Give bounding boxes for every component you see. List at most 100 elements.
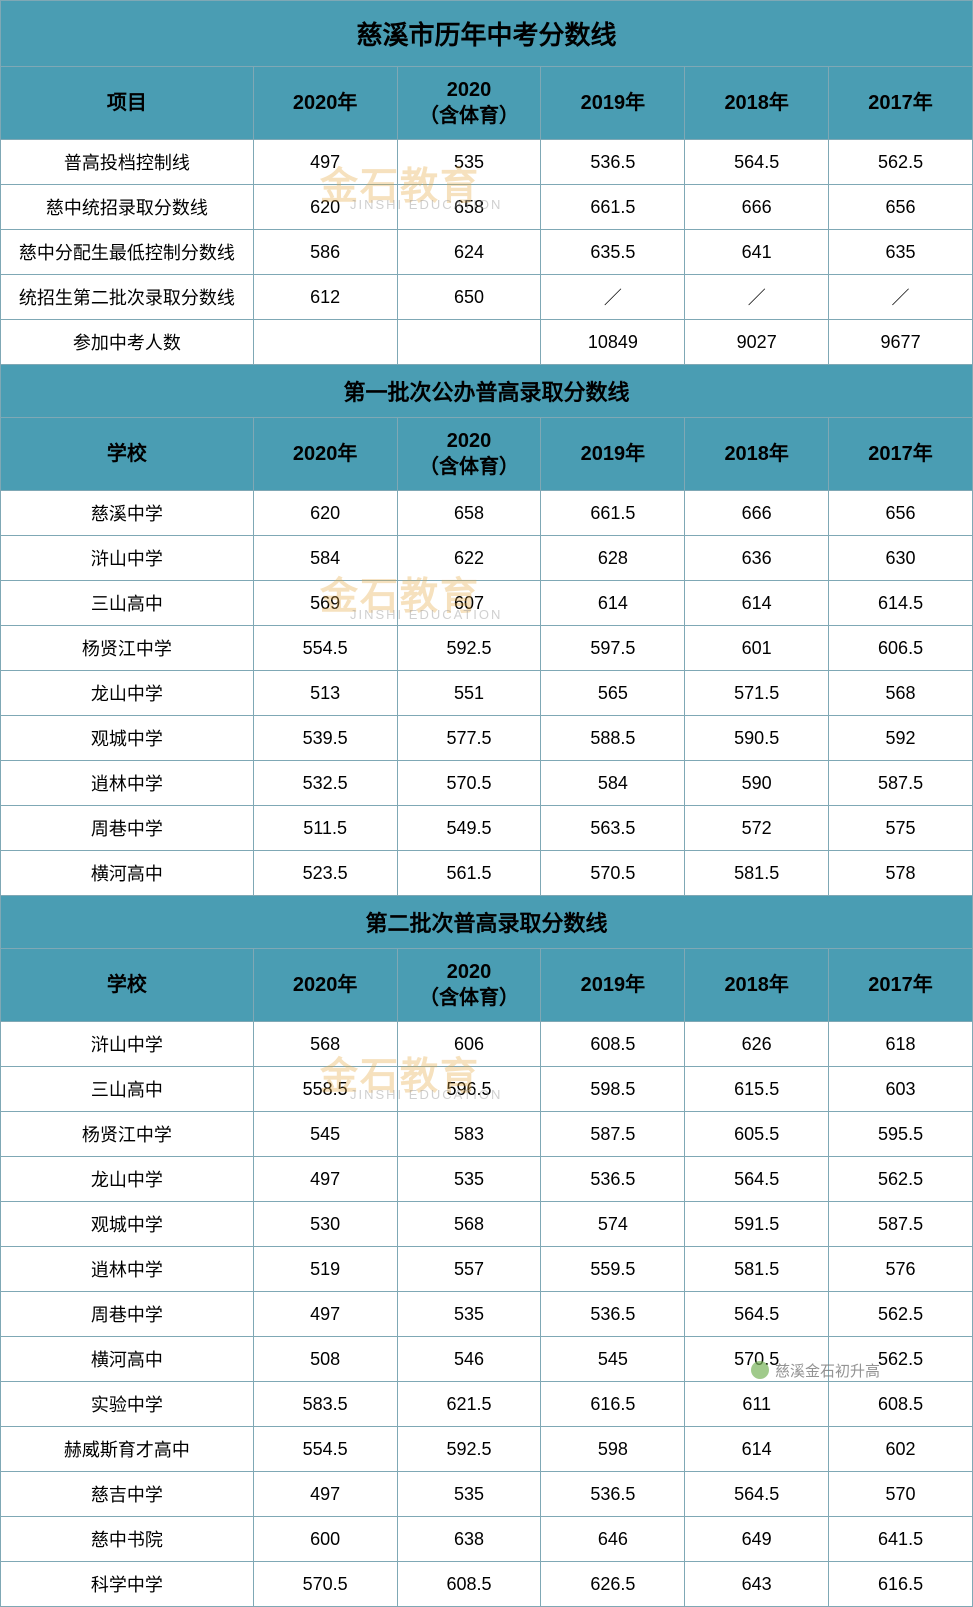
- row-label: 慈中书院: [1, 1517, 254, 1562]
- data-cell: 570.5: [541, 851, 685, 896]
- data-cell: 616.5: [541, 1382, 685, 1427]
- data-cell: 535: [397, 1472, 541, 1517]
- col-header-2020pe: 2020（含体育）: [397, 949, 541, 1022]
- data-cell: 661.5: [541, 185, 685, 230]
- data-cell: 658: [397, 185, 541, 230]
- data-cell: 591.5: [685, 1202, 829, 1247]
- data-cell: 561.5: [397, 851, 541, 896]
- data-cell: 576: [829, 1247, 973, 1292]
- data-cell: 587.5: [829, 761, 973, 806]
- data-cell: 618: [829, 1022, 973, 1067]
- data-cell: 570: [829, 1472, 973, 1517]
- data-cell: 628: [541, 536, 685, 581]
- data-cell: 583.5: [253, 1382, 397, 1427]
- data-cell: 606: [397, 1022, 541, 1067]
- data-cell: 635: [829, 230, 973, 275]
- row-label: 慈吉中学: [1, 1472, 254, 1517]
- row-label: 横河高中: [1, 1337, 254, 1382]
- data-cell: 616.5: [829, 1562, 973, 1607]
- data-cell: 638: [397, 1517, 541, 1562]
- col-header-2018: 2018年: [685, 67, 829, 140]
- data-cell: 601: [685, 626, 829, 671]
- row-label: 逍林中学: [1, 761, 254, 806]
- data-cell: 535: [397, 1292, 541, 1337]
- data-cell: 650: [397, 275, 541, 320]
- data-cell: 571.5: [685, 671, 829, 716]
- row-label: 慈中分配生最低控制分数线: [1, 230, 254, 275]
- row-label: 实验中学: [1, 1382, 254, 1427]
- row-label: 三山高中: [1, 581, 254, 626]
- data-cell: 661.5: [541, 491, 685, 536]
- data-cell: 608.5: [541, 1022, 685, 1067]
- data-cell: 497: [253, 1292, 397, 1337]
- col-header-2018: 2018年: [685, 418, 829, 491]
- data-cell: 572: [685, 806, 829, 851]
- data-cell: 597.5: [541, 626, 685, 671]
- row-label: 浒山中学: [1, 536, 254, 581]
- data-cell: 508: [253, 1337, 397, 1382]
- row-label: 龙山中学: [1, 1157, 254, 1202]
- section-title: 第二批次普高录取分数线: [1, 896, 973, 949]
- data-cell: 620: [253, 185, 397, 230]
- col-header-label: 学校: [1, 418, 254, 491]
- data-cell: 519: [253, 1247, 397, 1292]
- col-header-2017: 2017年: [829, 67, 973, 140]
- data-cell: 497: [253, 1157, 397, 1202]
- data-cell: 535: [397, 140, 541, 185]
- data-cell: 643: [685, 1562, 829, 1607]
- row-label: 慈溪中学: [1, 491, 254, 536]
- score-table: 慈溪市历年中考分数线项目2020年2020（含体育）2019年2018年2017…: [0, 0, 973, 1607]
- data-cell: 614: [685, 581, 829, 626]
- row-label: 观城中学: [1, 716, 254, 761]
- row-label: 统招生第二批次录取分数线: [1, 275, 254, 320]
- data-cell: 536.5: [541, 1292, 685, 1337]
- data-cell: 570.5: [685, 1337, 829, 1382]
- data-cell: 557: [397, 1247, 541, 1292]
- data-cell: 536.5: [541, 140, 685, 185]
- data-cell: 614: [685, 1427, 829, 1472]
- data-cell: 584: [253, 536, 397, 581]
- data-cell: 608.5: [397, 1562, 541, 1607]
- data-cell: 602: [829, 1427, 973, 1472]
- data-cell: 646: [541, 1517, 685, 1562]
- data-cell: 641.5: [829, 1517, 973, 1562]
- col-header-2020: 2020年: [253, 949, 397, 1022]
- data-cell: 562.5: [829, 1157, 973, 1202]
- data-cell: ／: [829, 275, 973, 320]
- data-cell: 666: [685, 491, 829, 536]
- data-cell: 563.5: [541, 806, 685, 851]
- data-cell: 592: [829, 716, 973, 761]
- data-cell: [253, 320, 397, 365]
- data-cell: 641: [685, 230, 829, 275]
- row-label: 科学中学: [1, 1562, 254, 1607]
- data-cell: 586: [253, 230, 397, 275]
- data-cell: 615.5: [685, 1067, 829, 1112]
- row-label: 观城中学: [1, 1202, 254, 1247]
- row-label: 赫威斯育才高中: [1, 1427, 254, 1472]
- data-cell: 577.5: [397, 716, 541, 761]
- data-cell: 497: [253, 140, 397, 185]
- data-cell: 545: [541, 1337, 685, 1382]
- data-cell: 562.5: [829, 1292, 973, 1337]
- data-cell: 649: [685, 1517, 829, 1562]
- data-cell: 590: [685, 761, 829, 806]
- data-cell: 562.5: [829, 140, 973, 185]
- data-cell: 605.5: [685, 1112, 829, 1157]
- col-header-2019: 2019年: [541, 67, 685, 140]
- data-cell: 568: [397, 1202, 541, 1247]
- col-header-label: 学校: [1, 949, 254, 1022]
- data-cell: 658: [397, 491, 541, 536]
- data-cell: 9027: [685, 320, 829, 365]
- data-cell: 532.5: [253, 761, 397, 806]
- data-cell: ／: [685, 275, 829, 320]
- row-label: 周巷中学: [1, 1292, 254, 1337]
- data-cell: 575: [829, 806, 973, 851]
- data-cell: 622: [397, 536, 541, 581]
- section-title: 第一批次公办普高录取分数线: [1, 365, 973, 418]
- data-cell: 624: [397, 230, 541, 275]
- row-label: 普高投档控制线: [1, 140, 254, 185]
- data-cell: 592.5: [397, 1427, 541, 1472]
- data-cell: 574: [541, 1202, 685, 1247]
- data-cell: 536.5: [541, 1472, 685, 1517]
- row-label: 参加中考人数: [1, 320, 254, 365]
